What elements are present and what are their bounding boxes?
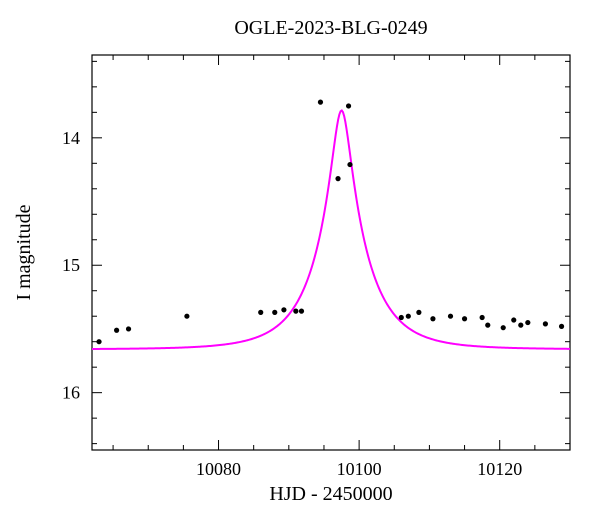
data-point (448, 314, 453, 319)
data-point (501, 325, 506, 330)
data-point (184, 314, 189, 319)
x-tick-label: 10080 (196, 459, 241, 479)
data-point (462, 316, 467, 321)
data-point (281, 307, 286, 312)
data-point (272, 310, 277, 315)
data-point (346, 103, 351, 108)
data-point (559, 324, 564, 329)
data-point (399, 315, 404, 320)
y-tick-label: 15 (62, 255, 80, 275)
x-tick-label: 10120 (477, 459, 522, 479)
y-tick-label: 14 (62, 128, 80, 148)
data-point (525, 320, 530, 325)
light-curve-plot: OGLE-2023-BLG-0249 HJD - 2450000 I magnitu… (0, 0, 600, 512)
y-axis-label: I magnitude (13, 204, 35, 300)
data-point (511, 317, 516, 322)
data-point (347, 162, 352, 167)
x-tick-label: 10100 (337, 459, 382, 479)
y-tick-label: 16 (62, 383, 80, 403)
data-point (430, 316, 435, 321)
data-point (335, 176, 340, 181)
data-point (406, 314, 411, 319)
plot-title: OGLE-2023-BLG-0249 (234, 17, 427, 39)
data-point (258, 310, 263, 315)
data-point (318, 100, 323, 105)
data-point (480, 315, 485, 320)
data-point (518, 323, 523, 328)
data-point (543, 321, 548, 326)
x-axis-label: HJD - 2450000 (269, 483, 392, 505)
data-point (299, 309, 304, 314)
data-point (416, 310, 421, 315)
plot-frame (92, 55, 570, 450)
data-point (293, 309, 298, 314)
data-point (96, 339, 101, 344)
data-point (126, 326, 131, 331)
data-point (114, 328, 119, 333)
data-point (485, 323, 490, 328)
